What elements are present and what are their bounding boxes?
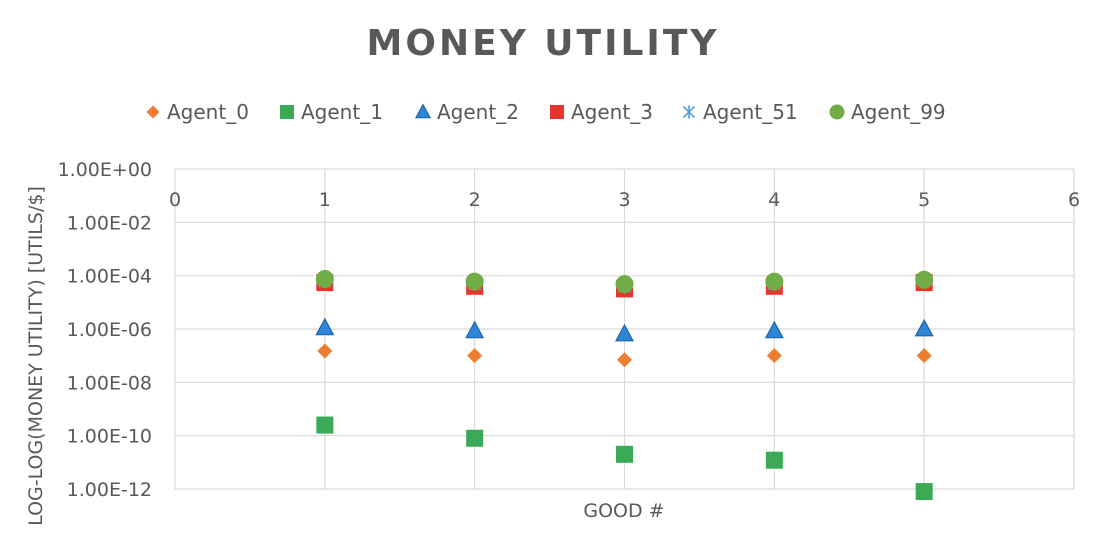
x-tick-label: 1 (319, 189, 331, 211)
data-point (765, 451, 783, 469)
legend-item: Agent_3 (550, 100, 653, 124)
y-axis-ticks: 1.00E+00 1.00E-02 1.00E-04 1.00E-06 1.00E-08… (58, 159, 152, 501)
series-agent-99 (315, 269, 934, 294)
legend-item: Agent_51 (682, 100, 798, 124)
series-agent-1 (316, 416, 933, 501)
legend-marker (414, 103, 432, 119)
data-point (766, 348, 782, 364)
data-point (615, 275, 634, 294)
data-points (315, 269, 934, 501)
data-point (616, 445, 633, 463)
y-tick-label: 1.00E-06 (67, 319, 152, 341)
x-tick-label: 4 (768, 189, 780, 211)
y-tick-label: 1.00E+00 (58, 159, 152, 181)
data-point (315, 317, 335, 336)
x-tick-label: 5 (918, 189, 930, 211)
y-axis-title: LOG-LOG(MONEY UTILITY) [UTILS/$] (25, 186, 47, 526)
data-point (617, 352, 632, 368)
y-tick-label: 1.00E-04 (67, 266, 152, 288)
legend-marker (682, 105, 696, 119)
legend-label: Agent_2 (437, 100, 519, 124)
legend-item: Agent_0 (146, 100, 249, 124)
data-point (916, 348, 932, 364)
legend-label: Agent_51 (703, 100, 798, 124)
data-point (915, 270, 934, 289)
data-point (914, 318, 934, 337)
data-point (465, 320, 485, 339)
x-tick-label: 0 (169, 189, 181, 211)
legend: Agent_0 Agent_1 Agent_2 Agent_3 Agent_51 Agen… (146, 100, 946, 124)
legend-label: Agent_3 (571, 100, 653, 124)
legend-label: Agent_1 (301, 100, 383, 124)
legend-marker (550, 105, 564, 119)
data-point (765, 272, 784, 291)
x-tick-label: 6 (1068, 189, 1080, 211)
data-point (315, 269, 334, 288)
y-tick-label: 1.00E-12 (67, 479, 152, 501)
data-point (465, 272, 484, 291)
series-agent-2 (315, 317, 934, 342)
legend-item: Agent_99 (829, 100, 946, 124)
legend-marker (829, 104, 845, 120)
x-tick-label: 3 (618, 189, 630, 211)
data-point (316, 416, 334, 434)
data-point (317, 343, 333, 359)
x-tick-label: 2 (469, 189, 481, 211)
x-axis-title: GOOD # (583, 500, 664, 522)
legend-item: Agent_2 (414, 100, 519, 124)
legend-label: Agent_99 (851, 100, 946, 124)
x-axis-ticks: 0 1 2 3 4 5 6 (169, 189, 1080, 211)
y-tick-label: 1.00E-10 (67, 426, 152, 448)
y-tick-label: 1.00E-08 (67, 372, 152, 394)
chart-title: MONEY UTILITY (367, 23, 720, 64)
data-point (764, 320, 784, 339)
data-point (614, 323, 635, 342)
legend-label: Agent_0 (167, 100, 249, 124)
data-point (466, 429, 484, 447)
series-agent-0 (317, 343, 932, 368)
legend-marker (146, 105, 160, 119)
data-point (467, 348, 483, 364)
data-point (915, 483, 933, 501)
legend-item: Agent_1 (280, 100, 383, 124)
legend-marker (280, 105, 294, 119)
y-tick-label: 1.00E-02 (67, 212, 152, 234)
